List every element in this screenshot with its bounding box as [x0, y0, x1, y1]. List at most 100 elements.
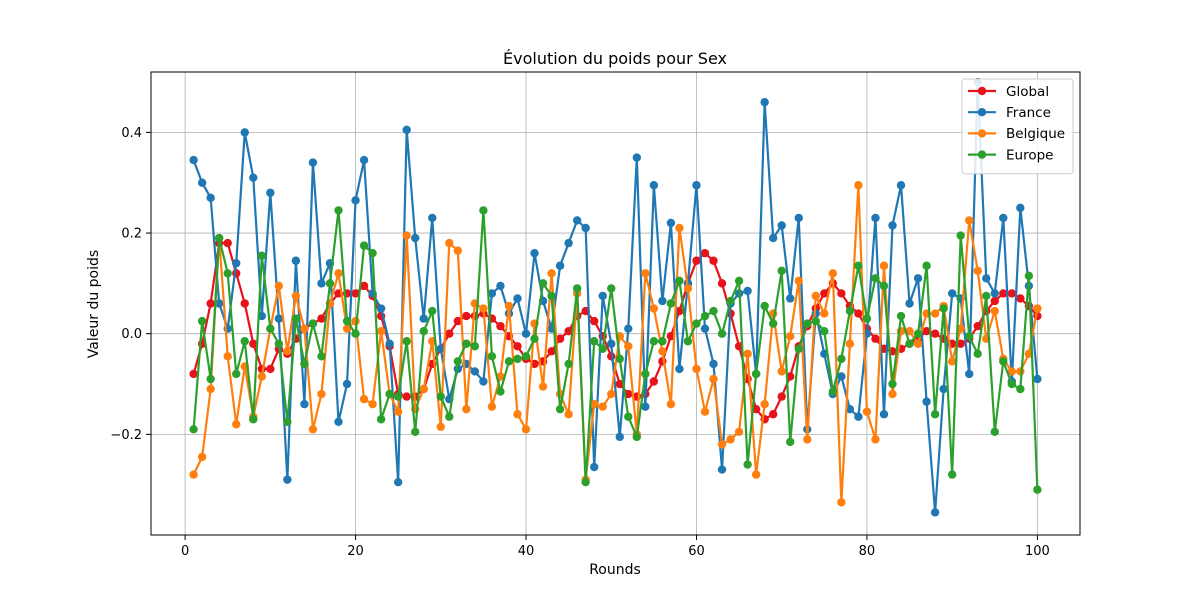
data-point — [411, 427, 420, 437]
data-point — [521, 352, 531, 361]
data-point — [675, 276, 684, 286]
x-tick-label: 20 — [347, 544, 364, 559]
data-point — [956, 231, 965, 240]
data-point — [351, 196, 360, 205]
data-point — [274, 314, 284, 323]
data-point — [717, 465, 727, 474]
data-point — [334, 417, 343, 426]
data-point — [794, 213, 803, 223]
data-point — [1016, 203, 1025, 213]
data-point — [547, 347, 556, 356]
legend-item: Europe — [968, 147, 1053, 163]
data-point — [734, 276, 744, 286]
chart-title: Évolution du poids pour Sex — [503, 49, 727, 68]
data-point — [999, 357, 1008, 366]
data-point — [428, 306, 437, 316]
data-point — [751, 369, 761, 379]
data-point — [786, 437, 795, 447]
data-point — [232, 259, 241, 268]
data-point — [564, 326, 573, 336]
data-point — [675, 223, 684, 233]
data-point — [1033, 374, 1042, 384]
data-point — [206, 193, 215, 203]
data-point — [717, 279, 727, 288]
data-point — [913, 274, 923, 283]
data-point — [888, 221, 897, 230]
data-point — [359, 281, 369, 291]
data-point — [717, 329, 727, 338]
data-point — [589, 337, 599, 346]
data-point — [572, 216, 582, 225]
data-point — [649, 304, 659, 313]
data-point — [973, 266, 982, 275]
data-point — [334, 269, 343, 278]
y-tick-label: 0.0 — [121, 327, 142, 342]
data-point — [317, 314, 326, 323]
data-point — [700, 407, 710, 416]
data-point — [598, 344, 607, 353]
data-point — [368, 399, 377, 409]
data-point — [462, 404, 471, 414]
data-point — [786, 294, 795, 303]
data-point — [513, 342, 522, 351]
data-point — [683, 337, 693, 346]
data-point — [666, 218, 676, 228]
data-point — [700, 248, 710, 258]
data-point — [786, 332, 795, 341]
data-point — [607, 284, 616, 293]
data-point — [249, 415, 258, 424]
data-point — [990, 289, 999, 298]
data-point — [419, 314, 428, 323]
data-point — [564, 238, 573, 248]
data-point — [479, 377, 488, 386]
data-point — [845, 404, 855, 414]
data-point — [206, 299, 215, 308]
data-point — [504, 357, 514, 366]
data-point — [624, 412, 633, 421]
legend-swatch-marker — [977, 86, 987, 96]
data-point — [513, 294, 522, 303]
data-point — [871, 435, 880, 444]
data-point — [862, 314, 872, 323]
data-point — [871, 334, 880, 343]
legend-swatch-marker — [977, 108, 987, 117]
data-point — [726, 296, 735, 306]
data-point — [197, 316, 207, 326]
data-point — [965, 216, 974, 225]
data-point — [615, 432, 624, 442]
legend-label: Europe — [1006, 147, 1053, 163]
data-point — [487, 352, 497, 361]
data-point — [223, 269, 232, 278]
legend-box — [961, 78, 1074, 175]
data-point — [291, 256, 301, 265]
data-point — [717, 440, 727, 449]
data-point — [436, 422, 445, 431]
data-point — [496, 281, 505, 291]
data-point — [658, 347, 667, 356]
data-point — [300, 324, 309, 333]
data-point — [607, 339, 616, 348]
data-point — [385, 339, 394, 348]
data-point — [283, 417, 292, 426]
data-point — [513, 354, 522, 364]
data-point — [982, 291, 991, 301]
data-point — [649, 377, 659, 386]
data-point — [871, 274, 880, 283]
data-point — [1007, 289, 1017, 298]
data-point — [197, 178, 207, 187]
x-tick-label: 80 — [859, 544, 876, 559]
data-point — [445, 412, 454, 421]
data-point — [257, 372, 266, 381]
data-point — [854, 309, 863, 318]
data-point — [274, 339, 284, 348]
data-point — [803, 435, 812, 444]
data-point — [1007, 367, 1017, 376]
data-point — [214, 233, 224, 243]
data-point — [376, 326, 386, 336]
data-point — [376, 415, 386, 424]
data-point — [521, 329, 531, 338]
data-point — [487, 402, 497, 411]
data-point — [777, 367, 786, 376]
data-point — [734, 427, 744, 437]
